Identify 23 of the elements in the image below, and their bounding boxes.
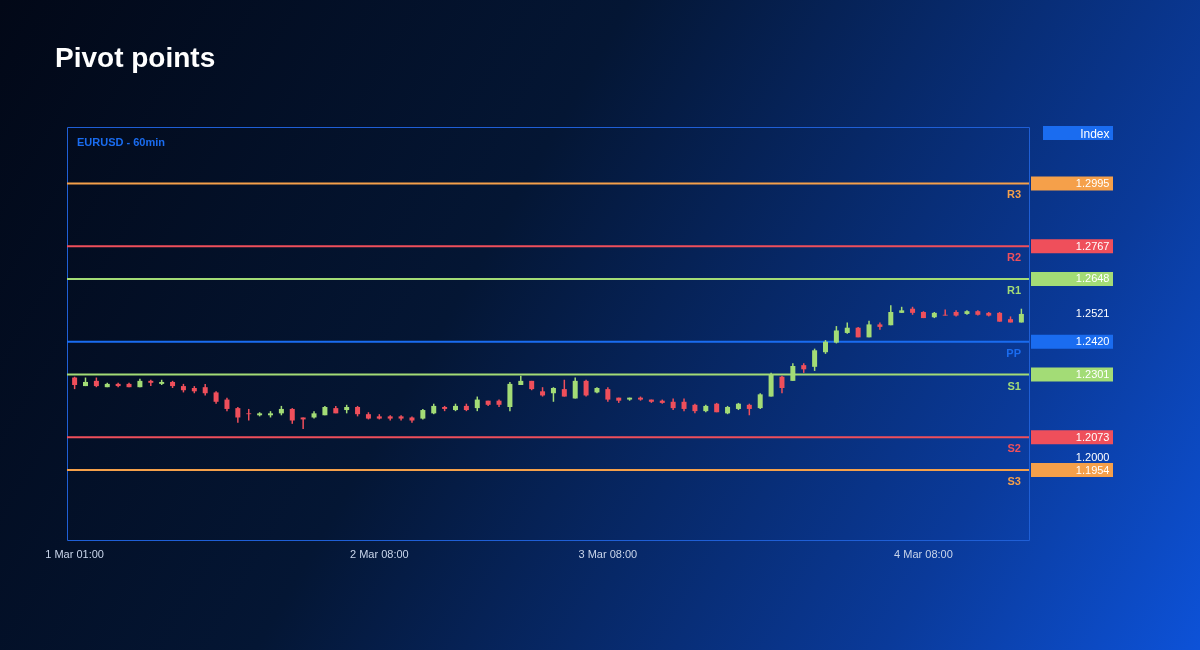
ref-line-label: S1 xyxy=(1007,379,1021,392)
y-tick-label: 1.2420 xyxy=(1075,335,1110,348)
y-tick-label: 1.2767 xyxy=(1075,239,1110,252)
x-tick-label: 3 Mar 08:00 xyxy=(578,547,638,560)
ref-line-label: S2 xyxy=(1007,442,1021,455)
ref-line-label: R3 xyxy=(1006,188,1021,201)
chart-title: Pivot points xyxy=(55,42,216,74)
x-tick-label: 1 Mar 01:00 xyxy=(45,547,104,560)
ref-line-label: S3 xyxy=(1007,475,1021,488)
x-tick-label: 2 Mar 08:00 xyxy=(349,547,409,560)
y-tick-label: 1.2648 xyxy=(1075,272,1110,285)
y-tick-label: 1.2000 xyxy=(1075,450,1110,463)
text: EURUSD - 60min xyxy=(77,136,166,148)
y-axis-title: Index xyxy=(1080,126,1110,141)
ref-line-label: PP xyxy=(1006,346,1021,359)
ref-line-label: R1 xyxy=(1006,283,1021,296)
y-tick-label: 1.2073 xyxy=(1075,430,1110,443)
y-tick-label: 1.1954 xyxy=(1075,463,1110,476)
y-tick-label: 1.2301 xyxy=(1075,368,1110,381)
ref-line-label: R2 xyxy=(1006,251,1021,264)
x-tick-label: 4 Mar 08:00 xyxy=(894,547,953,560)
y-tick-label: 1.2521 xyxy=(1075,307,1110,320)
y-tick-label: 1.2995 xyxy=(1075,176,1110,189)
